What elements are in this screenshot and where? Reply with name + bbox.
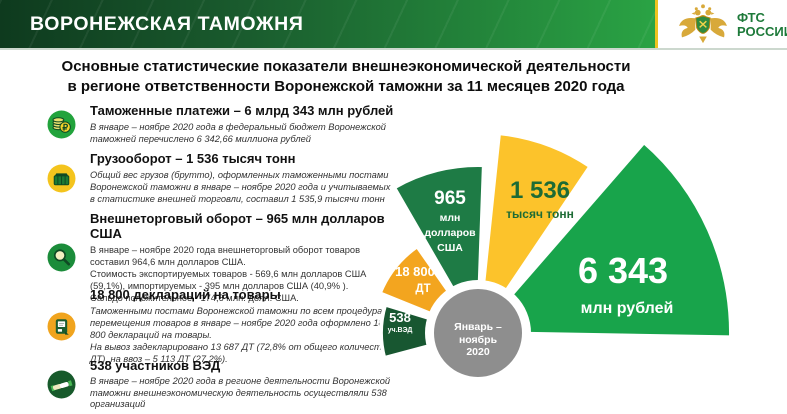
indicator-body: Общий вес грузов (брутто), оформленных т…	[90, 170, 391, 204]
header-divider	[0, 48, 787, 50]
indicator-declarations: 18 800 деклараций на товары Таможенными …	[47, 287, 395, 365]
chart-label-dt-value: 18 800	[395, 264, 435, 279]
main-title-line2: в регионе ответственности Воронежской та…	[67, 78, 625, 95]
chart-label-ved-value: 538	[389, 310, 411, 325]
indicator-customs-payments: ₽ Таможенные платежи – 6 млрд 343 млн ру…	[47, 103, 395, 145]
coins-icon: ₽	[47, 110, 76, 138]
indicator-heading: Таможенные платежи – 6 млрд 343 млн рубл…	[90, 103, 394, 118]
chart-label-tons-unit: тысяч тонн	[506, 207, 574, 221]
chart-label-dollars-unit1: млн	[440, 212, 461, 224]
indicator-trade-turnover: Внешнеторговый оборот – 965 млн долларов…	[47, 211, 395, 304]
indicator-body: В январе – ноябре 2020 года внешнеторгов…	[90, 245, 367, 303]
indicator-heading: Грузооборот – 1 536 тысяч тонн	[90, 151, 296, 166]
header-band: ВОРОНЕЖСКАЯ ТАМОЖНЯ	[0, 0, 655, 48]
svg-text:Январь –: Январь –	[454, 321, 502, 333]
indicator-heading: Внешнеторговый оборот – 965 млн долларов…	[90, 211, 385, 241]
handshake-icon	[47, 370, 76, 399]
chart-label-rubles-unit: млн рублей	[581, 300, 674, 317]
chart-sector-rubles	[476, 140, 734, 340]
header-accent-line	[655, 0, 658, 48]
chart-label-rubles-value: 6 343	[578, 250, 668, 291]
main-title: Основные статистические показатели внешн…	[40, 57, 652, 97]
chart-label-ved-unit: уч.ВЭД	[388, 327, 413, 334]
fts-logo-text: ФТС РОССИИ	[737, 11, 787, 39]
svg-text:2020: 2020	[466, 346, 490, 358]
fan-chart: 6 343 млн рублей 1 536 тысяч тонн 965 мл…	[377, 131, 734, 386]
container-icon	[47, 164, 76, 192]
magnifier-icon	[47, 243, 76, 272]
svg-text:₽: ₽	[62, 122, 68, 132]
chart-center-label: Январь – ноябрь 2020	[454, 321, 502, 358]
chart-label-dollars-value: 965	[434, 188, 466, 209]
chart-label-dollars-unit3: США	[437, 242, 463, 254]
svg-text:ноябрь: ноябрь	[459, 334, 498, 346]
indicator-body: В январе – ноябре 2020 года в регионе де…	[90, 376, 391, 409]
page-title: ВОРОНЕЖСКАЯ ТАМОЖНЯ	[30, 13, 304, 35]
chart-sector-tons	[476, 131, 593, 335]
declaration-icon	[47, 312, 76, 340]
indicator-heading: 18 800 деклараций на товары	[90, 287, 281, 302]
main-title-line1: Основные статистические показатели внешн…	[61, 58, 631, 75]
fts-logo: ФТС РОССИИ	[676, 3, 787, 47]
fts-emblem-icon	[679, 4, 727, 44]
indicator-cargo-turnover: Грузооборот – 1 536 тысяч тонн Общий вес…	[47, 151, 395, 205]
chart-label-dollars-unit2: долларов	[424, 227, 476, 239]
chart-label-dt-unit: ДТ	[415, 283, 430, 295]
indicator-heading: 538 участников ВЭД	[90, 358, 221, 373]
fts-logo-line1: ФТС	[737, 10, 765, 25]
chart-label-tons-value: 1 536	[510, 177, 570, 204]
fts-logo-line2: РОССИИ	[737, 24, 787, 39]
indicator-body: Таможенными постами Воронежской таможни …	[90, 306, 392, 364]
chart-center-circle	[432, 287, 524, 379]
indicator-body: В январе – ноябре 2020 года в федеральны…	[90, 122, 386, 144]
indicator-participants: 538 участников ВЭД В январе – ноябре 202…	[47, 358, 395, 411]
